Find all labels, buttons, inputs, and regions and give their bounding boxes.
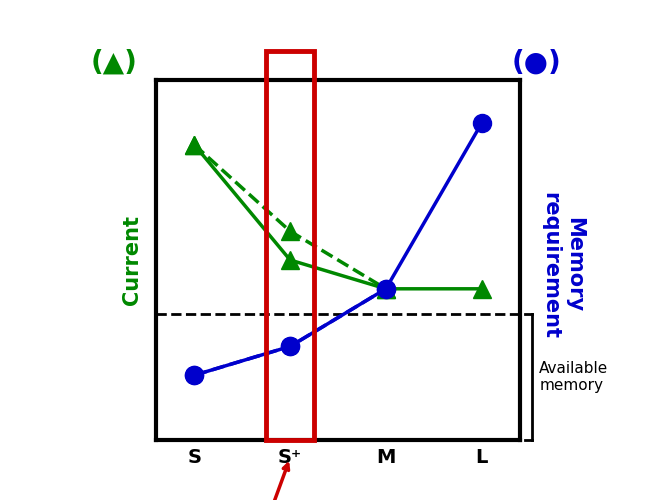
Text: Discovered set of
basis functions: Discovered set of basis functions: [168, 464, 304, 500]
Text: Memory
requirement: Memory requirement: [541, 192, 584, 338]
Y-axis label: Current: Current: [122, 215, 142, 305]
Text: (●): (●): [512, 48, 561, 76]
Bar: [266, 51, 314, 440]
Text: Available
memory: Available memory: [539, 361, 608, 393]
Text: (▲): (▲): [90, 48, 137, 76]
